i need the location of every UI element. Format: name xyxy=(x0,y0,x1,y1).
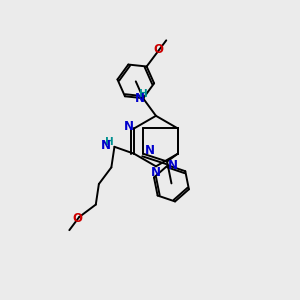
Text: H: H xyxy=(105,137,113,147)
Text: H: H xyxy=(139,89,148,99)
Text: O: O xyxy=(153,43,163,56)
Text: N: N xyxy=(124,121,134,134)
Text: N: N xyxy=(168,160,178,172)
Text: N: N xyxy=(135,92,145,105)
Text: N: N xyxy=(145,144,154,157)
Text: N: N xyxy=(151,167,161,179)
Text: N: N xyxy=(101,140,111,152)
Text: O: O xyxy=(73,212,83,225)
